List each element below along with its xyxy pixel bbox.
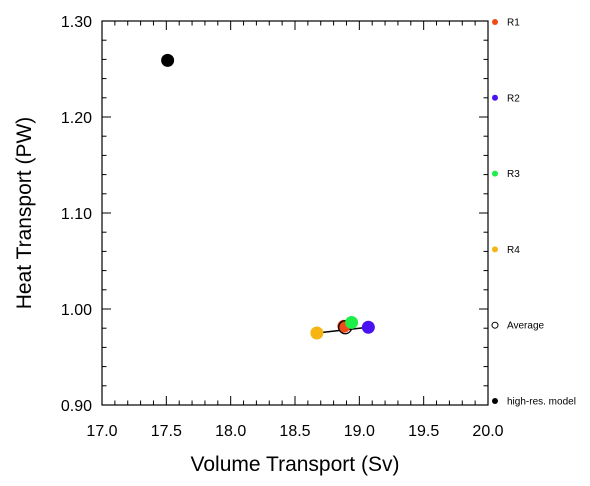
y-axis-title: Heat Transport (PW): [13, 117, 36, 310]
legend: R1 R2 R3 R4 Average high-res. model: [491, 18, 576, 408]
y-tick-labels: 0.90 1.00 1.10 1.20 1.30: [61, 14, 92, 415]
x-axis-title: Volume Transport (Sv): [191, 453, 400, 476]
x-tick-label: 18.5: [279, 423, 310, 440]
y-tick-label: 1.30: [61, 14, 92, 31]
legend-marker-r2: [492, 94, 498, 101]
y-tick-label: 1.00: [61, 302, 92, 319]
legend-label-r4: R4: [507, 245, 520, 256]
legend-label-r3: R3: [507, 169, 520, 180]
x-tick-label: 17.0: [86, 423, 117, 440]
x-tick-label: 17.5: [151, 423, 182, 440]
legend-label-high-res-model: high-res. model: [507, 397, 576, 408]
point-r4: [310, 326, 324, 340]
y-tick-label: 0.90: [61, 398, 92, 415]
point-r3: [345, 315, 359, 329]
x-tick-label: 20.0: [472, 423, 503, 440]
legend-marker-high-res-model: [492, 398, 498, 404]
points-layer: [161, 53, 375, 340]
legend-label-r2: R2: [507, 93, 520, 104]
legend-marker-r3: [492, 170, 498, 177]
x-tick-label: 18.0: [215, 423, 246, 440]
ticks-layer: [101, 20, 489, 406]
point-r2: [361, 320, 375, 334]
legend-marker-average: [491, 321, 499, 329]
x-tick-labels: 17.0 17.5 18.0 18.5 19.0 19.5 20.0: [86, 423, 503, 440]
point-high-res-model: [161, 53, 175, 67]
y-tick-label: 1.10: [61, 206, 92, 223]
legend-marker-r1: [492, 19, 498, 25]
plot-frame: [101, 20, 489, 406]
x-tick-label: 19.0: [344, 423, 375, 440]
legend-marker-r4: [492, 246, 498, 253]
y-tick-label: 1.20: [61, 110, 92, 127]
legend-label-r1: R1: [507, 18, 520, 29]
x-tick-label: 19.5: [408, 423, 439, 440]
legend-label-average: Average: [507, 321, 545, 332]
